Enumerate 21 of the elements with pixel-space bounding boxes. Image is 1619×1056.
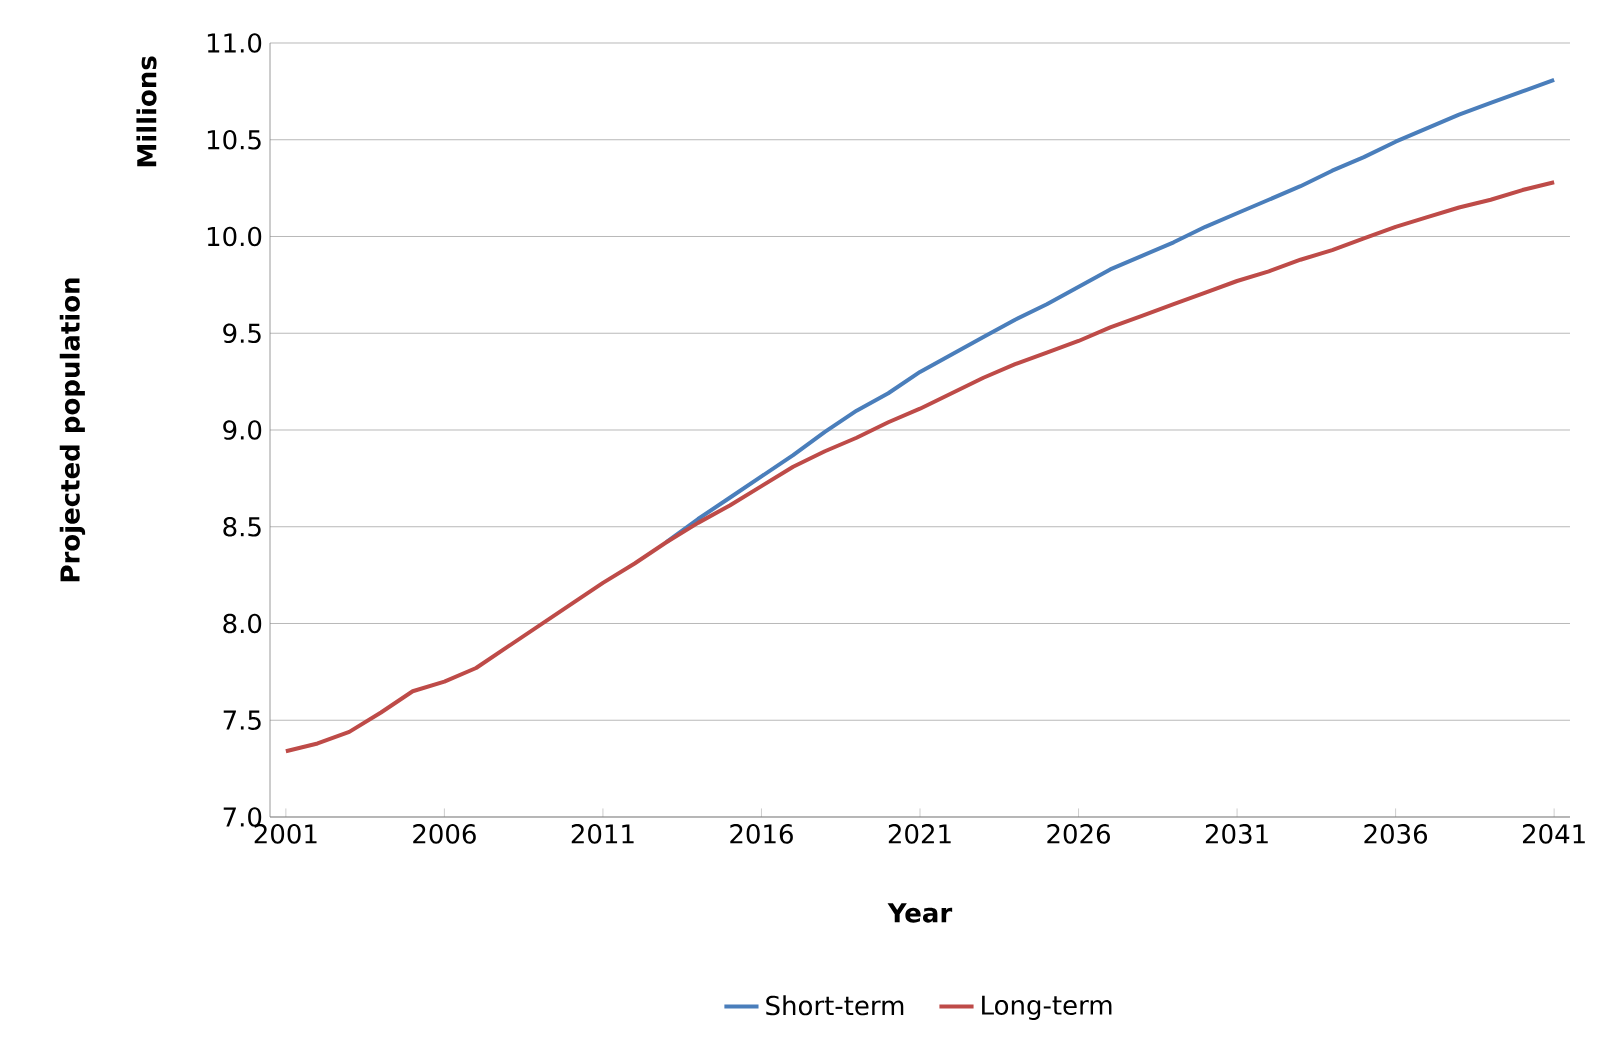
x-axis-title: Year [887,903,953,923]
legend-label: Short-term [766,995,904,1016]
y-tick-label: 10.0 [207,226,262,247]
x-tick-label: 2016 [730,824,793,844]
y-tick-label: 7.5 [223,710,261,730]
x-tick-label: 2026 [1047,824,1110,844]
x-tick-label: 2036 [1364,824,1428,844]
x-tick-label: 2041 [1522,824,1585,844]
x-tick-label: 2021 [888,824,951,844]
x-tick-label: 2031 [1205,824,1268,844]
y-tick-label: 8.5 [223,516,261,537]
y-tick-label: 8.0 [223,613,262,634]
x-tick-label: 2011 [571,824,634,844]
y-tick-label: 9.0 [223,420,262,440]
y-tick-label: 11.0 [207,33,262,53]
x-tick-label: 2006 [413,824,476,844]
text: Millions [136,56,157,167]
legend-label: Long-term [982,995,1112,1020]
y-axis-title: Projected population [59,278,86,582]
y-tick-label: 10.5 [207,129,261,150]
y-tick-label: 9.5 [223,323,261,344]
